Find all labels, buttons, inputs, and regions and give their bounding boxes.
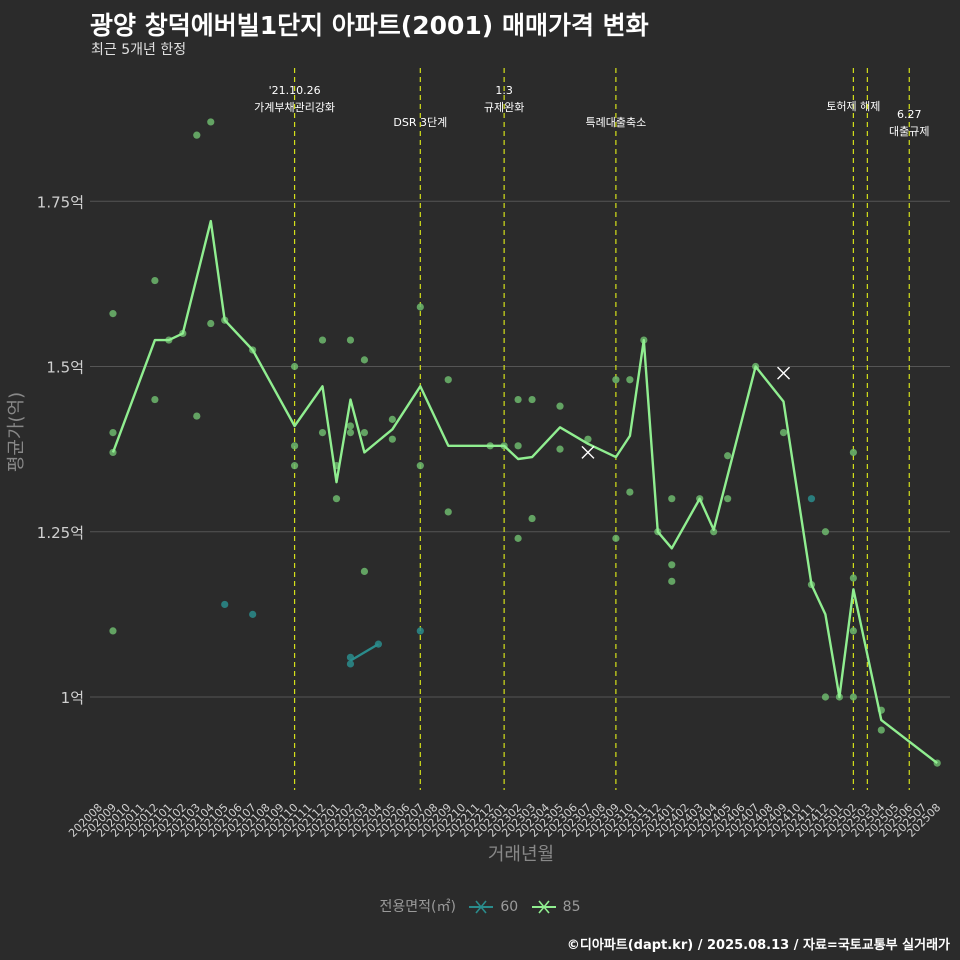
data-point-85 <box>207 319 215 328</box>
event-label: 규제완화 <box>484 101 524 114</box>
chart-subtitle: 최근 5개년 한정 <box>91 42 187 58</box>
data-point-85 <box>779 429 788 437</box>
legend: 전용면적(㎡) 60 85 <box>0 896 960 916</box>
data-point-60 <box>249 610 257 618</box>
data-point-85 <box>388 435 396 443</box>
legend-title: 전용면적(㎡) <box>379 899 456 915</box>
data-point-85 <box>318 429 327 437</box>
cross-stroke <box>777 366 791 380</box>
data-point-85 <box>528 395 536 404</box>
y-axis-title: 평균가(억) <box>6 392 27 472</box>
data-point-85 <box>626 376 634 384</box>
chart-title: 광양 창덕에버빌1단지 아파트(2001) 매매가격 변화 <box>90 11 649 40</box>
event-label: 1.3 <box>495 84 513 97</box>
event-label: 가계부채관리강화 <box>254 101 335 114</box>
event-label: 토허제 해제 <box>826 99 880 113</box>
data-point-85 <box>849 693 857 701</box>
data-point-60 <box>807 495 816 503</box>
legend-item-85[interactable]: 85 <box>531 899 581 915</box>
data-point-85 <box>710 528 718 536</box>
data-point-85 <box>821 528 830 536</box>
x-axis: 2020082020092020102020112020122021012021… <box>66 801 943 840</box>
data-point-85 <box>626 488 634 496</box>
data-point-85 <box>556 402 564 410</box>
event-label: DSR 3단계 <box>393 116 447 129</box>
data-point-85 <box>388 415 396 423</box>
data-point-85 <box>724 452 732 460</box>
data-point-85 <box>193 131 201 139</box>
data-point-85 <box>207 118 215 126</box>
data-point-85 <box>556 445 564 453</box>
event-label: '21.10.26 <box>269 84 321 97</box>
data-point-85 <box>151 276 159 285</box>
data-point-85 <box>849 627 857 635</box>
legend-label-85: 85 <box>562 899 581 915</box>
data-point-85 <box>290 442 299 450</box>
data-point-85 <box>109 627 117 635</box>
data-point-85 <box>346 429 355 437</box>
data-point-85 <box>514 534 522 542</box>
data-point-85 <box>612 534 620 542</box>
data-point-60 <box>221 600 229 609</box>
data-point-85 <box>821 693 830 701</box>
series-line-60 <box>349 643 380 662</box>
data-point-85 <box>346 336 355 344</box>
data-point-85 <box>290 362 299 371</box>
data-point-85 <box>360 356 369 364</box>
y-axis: 1억 1.25억 1.5억 1.75억 <box>37 193 84 707</box>
data-point-85 <box>724 495 732 503</box>
data-point-85 <box>151 395 159 404</box>
data-point-85 <box>612 376 620 384</box>
line-layer <box>111 219 938 765</box>
data-point-85 <box>668 577 676 585</box>
data-point-85 <box>668 495 676 503</box>
data-point-85 <box>193 412 201 420</box>
series-line-85 <box>111 219 938 765</box>
cross-marker-85 <box>581 445 595 459</box>
data-point-85 <box>416 462 424 470</box>
cross-stroke <box>581 445 595 459</box>
cross-marker-85 <box>777 366 791 380</box>
legend-item-60[interactable]: 60 <box>468 899 518 915</box>
data-point-85 <box>360 429 369 437</box>
data-point-85 <box>109 429 117 437</box>
data-point-85 <box>514 442 522 450</box>
data-point-85 <box>290 462 299 470</box>
y-tick-label: 1.25억 <box>37 524 84 542</box>
data-point-85 <box>849 574 857 582</box>
data-point-85 <box>318 336 327 344</box>
cross-layer <box>581 366 791 459</box>
y-tick-label: 1.75억 <box>37 193 84 211</box>
data-point-85 <box>360 567 369 576</box>
data-point-85 <box>668 561 676 569</box>
event-label: 특례대출축소 <box>586 116 647 129</box>
data-point-85 <box>332 495 341 503</box>
legend-swatch-85-icon <box>531 900 556 914</box>
data-point-85 <box>584 435 592 443</box>
points-layer <box>109 118 941 767</box>
data-point-85 <box>514 395 522 404</box>
legend-swatch-60-icon <box>469 900 494 914</box>
legend-label-60: 60 <box>500 899 519 915</box>
data-point-60 <box>416 627 424 635</box>
data-point-85 <box>109 310 117 318</box>
data-point-60 <box>346 660 355 668</box>
data-point-85 <box>849 448 857 457</box>
data-point-85 <box>877 726 885 734</box>
event-label: 대출규제 <box>889 125 929 138</box>
data-point-85 <box>416 303 424 311</box>
data-point-85 <box>346 422 355 430</box>
x-axis-title: 거래년월 <box>488 844 554 865</box>
y-tick-label: 1.5억 <box>46 359 84 377</box>
source-caption: ©디아파트(dapt.kr) / 2025.08.13 / 자료=국토교통부 실… <box>566 938 950 953</box>
y-tick-label: 1억 <box>61 689 84 707</box>
data-point-85 <box>444 376 452 384</box>
data-point-85 <box>528 514 536 523</box>
event-label: 6.27 <box>897 108 922 121</box>
data-point-85 <box>444 508 452 516</box>
grid-layer <box>90 200 950 698</box>
